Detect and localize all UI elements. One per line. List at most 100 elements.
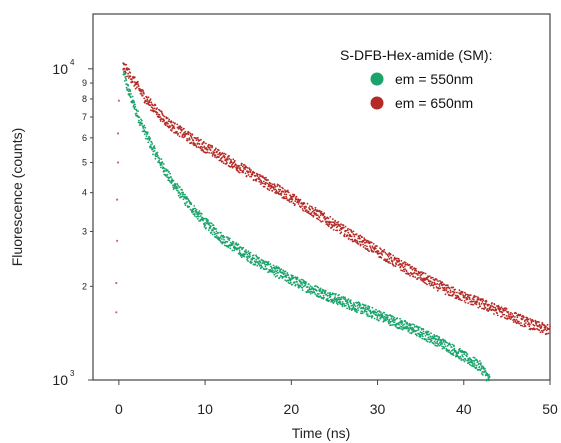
data-point-550nm bbox=[138, 119, 140, 122]
data-point-650nm bbox=[214, 154, 217, 157]
data-point-650nm bbox=[127, 77, 130, 79]
data-point-550nm bbox=[428, 333, 430, 335]
data-point-650nm bbox=[414, 276, 417, 278]
data-point-650nm bbox=[345, 229, 348, 232]
data-point-650nm bbox=[312, 208, 314, 210]
data-point-650nm bbox=[376, 245, 378, 248]
data-point-550nm bbox=[475, 364, 478, 367]
data-point-550nm bbox=[472, 363, 474, 366]
data-point-650nm bbox=[485, 302, 487, 304]
data-point-650nm bbox=[315, 214, 318, 217]
data-point-550nm bbox=[158, 159, 161, 162]
data-point-650nm bbox=[528, 325, 531, 328]
data-point-650nm bbox=[467, 294, 470, 296]
data-point-550nm bbox=[433, 340, 436, 343]
data-point-650nm bbox=[187, 133, 190, 136]
data-point-650nm bbox=[516, 314, 518, 317]
data-point-550nm bbox=[328, 299, 330, 302]
data-point-650nm bbox=[192, 139, 195, 142]
data-point-550nm bbox=[140, 119, 143, 122]
data-point-650nm bbox=[318, 209, 321, 212]
data-point-550nm bbox=[276, 267, 278, 270]
data-point-650nm bbox=[188, 138, 191, 141]
data-point-650nm bbox=[181, 136, 184, 138]
data-point-650nm bbox=[528, 322, 530, 325]
data-point-550nm bbox=[213, 231, 216, 234]
data-point-550nm bbox=[482, 366, 485, 369]
data-point-650nm bbox=[547, 332, 550, 335]
data-point-650nm bbox=[275, 190, 278, 192]
data-point-650nm bbox=[228, 154, 230, 157]
data-point-550nm bbox=[368, 315, 371, 318]
data-point-550nm bbox=[381, 313, 384, 315]
data-point-650nm bbox=[426, 278, 429, 281]
irf-point bbox=[116, 239, 119, 242]
data-point-550nm bbox=[390, 324, 392, 327]
data-point-650nm bbox=[370, 241, 373, 244]
data-point-550nm bbox=[220, 235, 223, 237]
data-point-550nm bbox=[134, 103, 136, 106]
data-point-650nm bbox=[454, 288, 456, 291]
data-point-550nm bbox=[445, 347, 448, 350]
data-point-550nm bbox=[344, 296, 346, 299]
data-point-650nm bbox=[458, 289, 461, 292]
data-point-550nm bbox=[401, 326, 403, 328]
data-point-550nm bbox=[223, 244, 226, 247]
data-point-650nm bbox=[431, 276, 434, 279]
data-point-650nm bbox=[538, 321, 540, 323]
data-point-550nm bbox=[426, 331, 429, 334]
data-point-650nm bbox=[403, 270, 406, 273]
data-point-550nm bbox=[409, 332, 411, 334]
data-point-650nm bbox=[408, 264, 411, 266]
data-point-650nm bbox=[311, 210, 314, 213]
data-point-550nm bbox=[351, 308, 354, 311]
data-point-550nm bbox=[199, 215, 202, 217]
data-point-650nm bbox=[133, 81, 136, 83]
data-point-650nm bbox=[222, 152, 224, 155]
data-point-550nm bbox=[210, 225, 212, 228]
data-point-550nm bbox=[128, 92, 131, 95]
data-point-550nm bbox=[296, 277, 299, 280]
data-point-550nm bbox=[332, 302, 335, 304]
data-point-550nm bbox=[380, 316, 383, 319]
data-point-550nm bbox=[452, 349, 454, 351]
data-point-550nm bbox=[308, 283, 310, 285]
data-point-550nm bbox=[261, 266, 263, 269]
data-point-550nm bbox=[342, 296, 345, 299]
data-point-650nm bbox=[443, 286, 446, 289]
data-point-550nm bbox=[182, 191, 185, 194]
data-point-650nm bbox=[457, 296, 460, 299]
data-point-650nm bbox=[240, 169, 242, 172]
data-point-650nm bbox=[265, 176, 267, 179]
data-point-650nm bbox=[277, 184, 280, 186]
data-point-650nm bbox=[504, 309, 507, 312]
data-point-650nm bbox=[332, 229, 335, 231]
data-point-550nm bbox=[331, 292, 334, 294]
data-point-650nm bbox=[389, 262, 391, 264]
data-point-550nm bbox=[421, 337, 424, 340]
data-point-550nm bbox=[215, 232, 217, 235]
data-point-650nm bbox=[413, 267, 416, 269]
data-point-550nm bbox=[223, 238, 225, 241]
data-point-550nm bbox=[131, 95, 134, 98]
data-point-650nm bbox=[449, 291, 452, 293]
data-point-650nm bbox=[125, 63, 128, 66]
data-point-550nm bbox=[160, 166, 162, 169]
data-point-650nm bbox=[533, 324, 536, 327]
data-point-650nm bbox=[191, 134, 194, 136]
data-point-650nm bbox=[458, 297, 461, 300]
data-point-650nm bbox=[183, 131, 186, 134]
x-tick-label: 0 bbox=[115, 401, 123, 417]
data-point-650nm bbox=[484, 307, 487, 309]
data-point-550nm bbox=[176, 183, 179, 186]
data-point-650nm bbox=[291, 193, 294, 196]
data-point-550nm bbox=[276, 274, 279, 277]
data-point-650nm bbox=[151, 104, 154, 107]
data-point-550nm bbox=[265, 263, 267, 266]
data-point-550nm bbox=[478, 366, 481, 368]
data-point-650nm bbox=[404, 261, 407, 264]
data-point-650nm bbox=[419, 271, 422, 273]
data-point-550nm bbox=[349, 307, 351, 310]
data-point-650nm bbox=[224, 153, 227, 156]
data-point-650nm bbox=[332, 221, 335, 224]
